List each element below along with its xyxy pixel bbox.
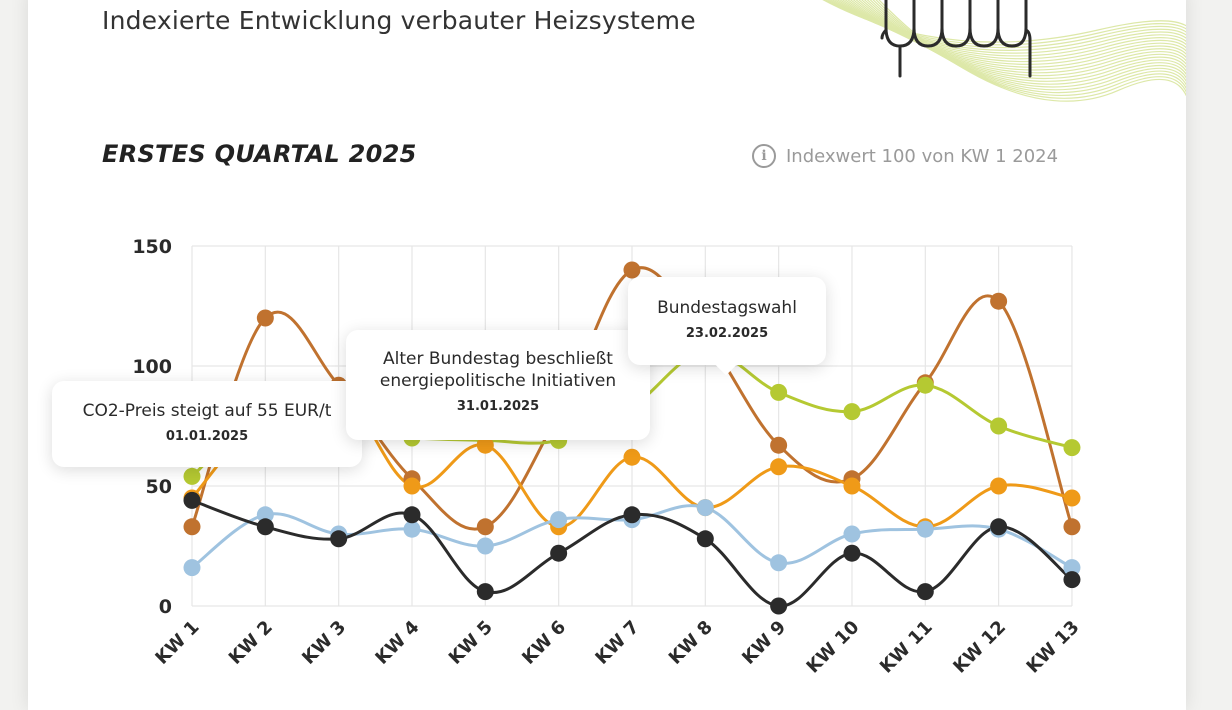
x-tick-label: KW 11 xyxy=(876,617,937,678)
annotation-bundestag-initiatives: Alter Bundestag beschließt energiepoliti… xyxy=(346,330,650,440)
data-point-orange[interactable] xyxy=(403,477,421,495)
x-tick-label: KW 2 xyxy=(225,617,277,669)
data-point-brown[interactable] xyxy=(256,309,274,327)
data-point-blue[interactable] xyxy=(550,511,568,529)
radiator-icon xyxy=(880,0,1032,78)
chart-subtitle: Indexierte Entwicklung verbauter Heizsys… xyxy=(102,6,696,35)
x-tick-label: KW 13 xyxy=(1023,617,1084,678)
data-point-blue[interactable] xyxy=(843,525,861,543)
data-point-black[interactable] xyxy=(183,491,201,509)
index-note-text: Indexwert 100 von KW 1 2024 xyxy=(786,145,1059,167)
data-point-orange[interactable] xyxy=(476,436,494,454)
x-tick-label: KW 12 xyxy=(949,617,1010,678)
data-point-orange[interactable] xyxy=(843,477,861,495)
data-point-blue[interactable] xyxy=(183,559,201,577)
x-tick-label: KW 9 xyxy=(738,617,790,669)
chart-card: Indexierte Entwicklung verbauter Heizsys… xyxy=(28,0,1186,710)
data-point-brown[interactable] xyxy=(1063,518,1081,536)
data-point-lime[interactable] xyxy=(770,383,788,401)
annotation-text: Bundestagswahl xyxy=(657,298,797,318)
x-tick-label: KW 4 xyxy=(371,617,423,669)
data-point-blue[interactable] xyxy=(696,499,714,517)
data-point-blue[interactable] xyxy=(916,520,934,538)
x-tick-label: KW 6 xyxy=(518,617,570,669)
data-point-brown[interactable] xyxy=(476,518,494,536)
annotation-date: 23.02.2025 xyxy=(685,326,769,341)
data-point-brown[interactable] xyxy=(183,518,201,536)
index-note: i Indexwert 100 von KW 1 2024 xyxy=(752,144,1058,168)
y-tick-label: 50 xyxy=(146,476,172,498)
section-title: ERSTES QUARTAL 2025 xyxy=(102,140,417,168)
data-point-black[interactable] xyxy=(990,518,1008,536)
y-tick-label: 0 xyxy=(159,596,172,618)
x-tick-label: KW 10 xyxy=(803,617,864,678)
data-point-black[interactable] xyxy=(770,597,788,615)
x-tick-label: KW 3 xyxy=(298,617,350,669)
y-tick-label: 100 xyxy=(132,356,172,378)
x-tick-label: KW 5 xyxy=(445,617,497,669)
data-point-black[interactable] xyxy=(403,506,421,524)
data-point-lime[interactable] xyxy=(990,417,1008,435)
annotation-co2-price: CO2-Preis steigt auf 55 EUR/t 01.01.2025 xyxy=(52,381,362,467)
data-point-black[interactable] xyxy=(843,544,861,562)
data-point-orange[interactable] xyxy=(770,458,788,476)
data-point-orange[interactable] xyxy=(990,477,1008,495)
annotation-date: 01.01.2025 xyxy=(165,429,249,444)
x-tick-label: KW 7 xyxy=(591,617,643,669)
data-point-blue[interactable] xyxy=(770,554,788,572)
data-point-black[interactable] xyxy=(623,506,641,524)
info-icon[interactable]: i xyxy=(752,144,776,168)
annotation-text: Alter Bundestag beschließt energiepoliti… xyxy=(379,349,617,391)
data-point-orange[interactable] xyxy=(1063,489,1081,507)
data-point-lime[interactable] xyxy=(843,403,861,421)
data-point-blue[interactable] xyxy=(403,520,421,538)
data-point-black[interactable] xyxy=(550,544,568,562)
data-point-brown[interactable] xyxy=(990,292,1008,310)
x-tick-label: KW 8 xyxy=(665,617,717,669)
data-point-black[interactable] xyxy=(696,530,714,548)
data-point-brown[interactable] xyxy=(623,261,641,279)
data-point-black[interactable] xyxy=(330,530,348,548)
annotation-bundestagswahl: Bundestagswahl 23.02.2025 xyxy=(628,277,826,376)
data-point-lime[interactable] xyxy=(183,467,201,485)
x-tick-label: KW 1 xyxy=(151,617,203,669)
data-point-black[interactable] xyxy=(1063,571,1081,589)
data-point-black[interactable] xyxy=(256,518,274,536)
data-point-orange[interactable] xyxy=(623,448,641,466)
data-point-blue[interactable] xyxy=(1063,559,1081,577)
y-tick-label: 150 xyxy=(132,236,172,258)
data-point-black[interactable] xyxy=(476,583,494,601)
data-point-lime[interactable] xyxy=(1063,439,1081,457)
data-point-blue[interactable] xyxy=(256,506,274,524)
data-point-black[interactable] xyxy=(916,583,934,601)
data-point-brown[interactable] xyxy=(770,436,788,454)
data-point-lime[interactable] xyxy=(916,376,934,394)
data-point-blue[interactable] xyxy=(476,537,494,555)
annotation-text: CO2-Preis steigt auf 55 EUR/t xyxy=(82,401,332,421)
annotation-date: 31.01.2025 xyxy=(456,399,540,414)
